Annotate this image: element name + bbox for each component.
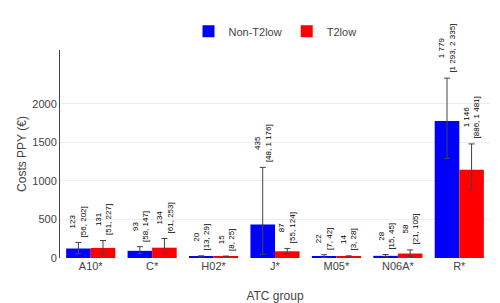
svg-text:T2low: T2low [327, 26, 356, 38]
svg-text:N06A*: N06A* [382, 260, 415, 272]
svg-text:ATC group: ATC group [246, 289, 303, 303]
svg-text:Non-T2low: Non-T2low [229, 26, 282, 38]
svg-text:C*: C* [146, 260, 159, 272]
svg-text:87[55, 124]: 87[55, 124] [277, 212, 296, 243]
svg-text:20[13, 29]: 20[13, 29] [192, 224, 211, 251]
svg-text:58[21, 105]: 58[21, 105] [401, 213, 420, 244]
svg-text:22[7, 42]: 22[7, 42] [314, 228, 333, 250]
svg-text:H02*: H02* [201, 260, 226, 272]
svg-text:0: 0 [51, 252, 57, 264]
svg-text:2000: 2000 [32, 98, 56, 110]
svg-text:435[48, 1 176]: 435[48, 1 176] [253, 124, 272, 162]
svg-text:1 779[1 293, 2 335]: 1 779[1 293, 2 335] [437, 24, 456, 73]
svg-text:M05*: M05* [324, 260, 350, 272]
svg-text:134[61, 253]: 134[61, 253] [155, 202, 174, 233]
svg-text:131[51, 227]: 131[51, 227] [94, 204, 113, 235]
svg-text:1500: 1500 [32, 136, 56, 148]
svg-text:J*: J* [270, 260, 281, 272]
svg-text:1000: 1000 [32, 175, 56, 187]
svg-text:28[15, 45]: 28[15, 45] [377, 223, 396, 250]
svg-text:123[56, 202]: 123[56, 202] [68, 206, 87, 237]
svg-text:14[3, 28]: 14[3, 28] [339, 228, 358, 250]
svg-text:Costs PPY (€): Costs PPY (€) [15, 116, 29, 192]
svg-text:1 146[886, 1 481]: 1 146[886, 1 481] [462, 96, 481, 138]
svg-text:R*: R* [453, 260, 466, 272]
svg-text:A10*: A10* [79, 260, 104, 272]
svg-text:93[58, 147]: 93[58, 147] [131, 211, 150, 242]
svg-text:500: 500 [38, 213, 56, 225]
svg-text:15[8, 25]: 15[8, 25] [217, 229, 236, 251]
